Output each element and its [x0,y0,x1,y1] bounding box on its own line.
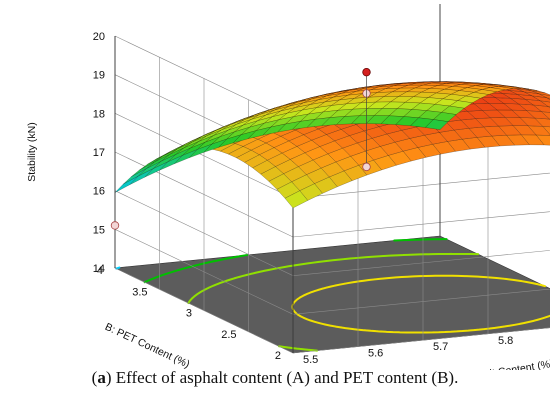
floor-layer [113,235,550,354]
design-point [362,67,371,77]
z-axis-label: Stability (kN) [26,122,38,182]
x-tick-label: 5.8 [498,335,513,347]
contour-line [115,266,121,270]
caption-letter: a [97,368,106,387]
point-layer [110,67,371,230]
z-tick-label: 20 [93,31,105,43]
design-point [110,221,120,230]
x-tick-label: 5.6 [368,348,383,360]
y-axis-label: B: PET Content (%) [103,321,191,370]
z-tick-label: 17 [93,147,105,159]
z-tick-label: 15 [93,224,105,236]
design-point [362,162,371,172]
y-tick-label: 4 [97,265,103,277]
surface-patch [114,176,138,193]
y-tick-label: 3.5 [132,286,147,298]
floor-plane [113,235,550,354]
x-tick-label: 5.5 [303,354,318,366]
figure-caption: (a) Effect of asphalt content (A) and PE… [91,368,459,387]
y-tick-label: 3 [186,308,192,320]
x-tick-label: 5.7 [433,341,448,353]
z-tick-label: 18 [93,108,105,120]
z-tick-label: 16 [93,186,105,198]
z-tick-label: 19 [93,70,105,82]
y-tick-label: 2.5 [221,329,236,341]
y-tick-label: 2 [275,350,281,362]
contour-line [187,252,480,352]
z-tick-label: 14 [93,263,105,275]
caption-text: Effect of asphalt content (A) and PET co… [111,368,459,387]
surface-layer [114,81,550,209]
surface-plot: 141516171819205.55.65.75.85.9622.533.54S… [26,4,550,370]
